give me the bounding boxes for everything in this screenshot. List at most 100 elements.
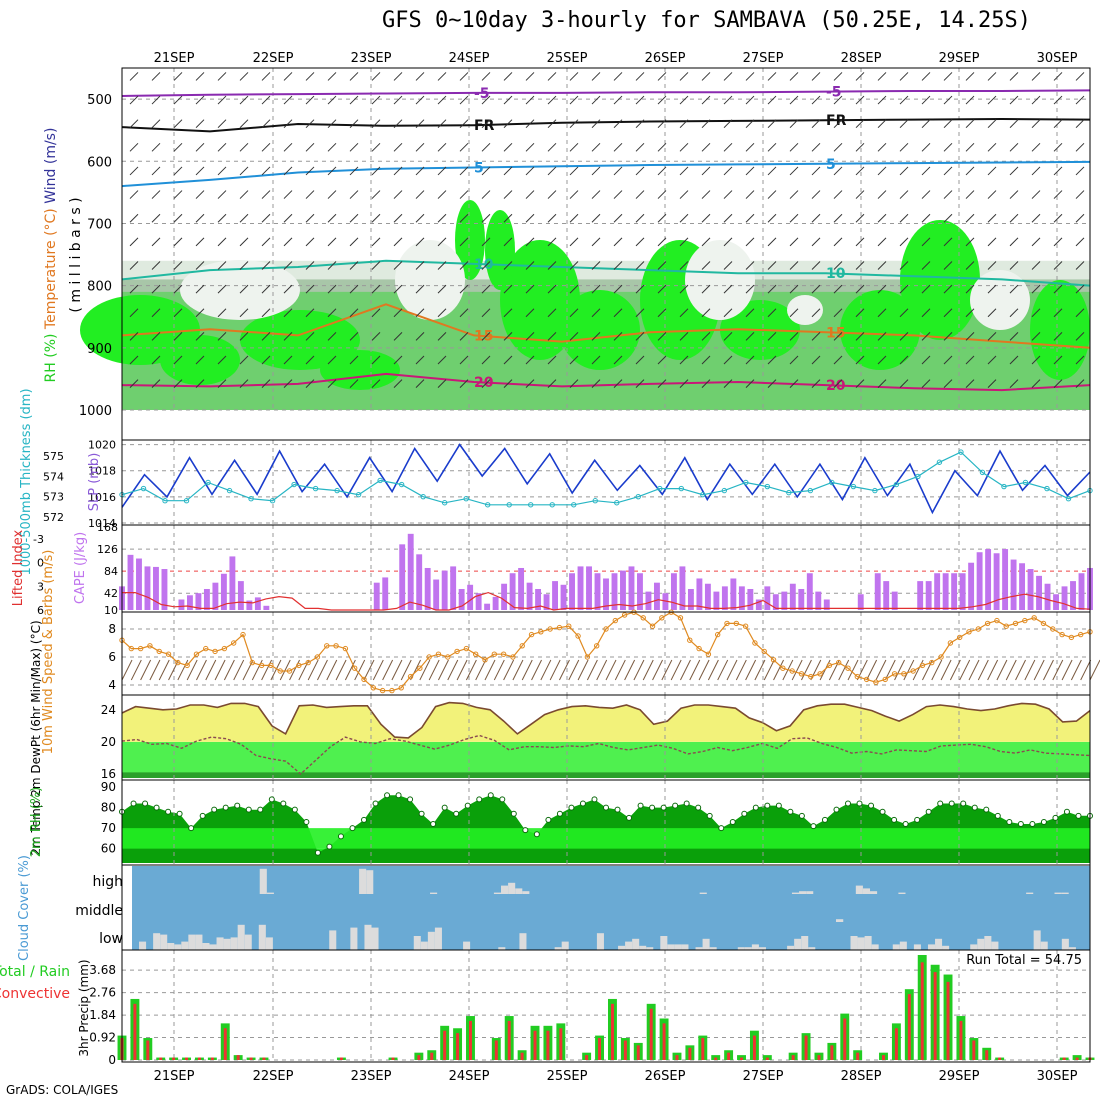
isotherm-label: 15	[474, 328, 493, 344]
surface-wind-barb	[707, 659, 719, 681]
upper-wind-barb	[151, 237, 161, 247]
upper-wind-barb	[745, 166, 755, 176]
upper-wind-barb	[591, 308, 601, 318]
upper-wind-barb	[701, 308, 711, 318]
cloud-bar	[160, 934, 168, 950]
precip-convective-bar	[714, 1057, 718, 1060]
precip-convective-bar	[236, 1055, 240, 1060]
upper-wind-barb	[525, 119, 535, 129]
upper-wind-barb	[129, 190, 139, 199]
surface-wind-barb	[940, 659, 952, 681]
upper-wind-barb	[525, 72, 535, 81]
upper-wind-barb	[833, 332, 843, 341]
upper-wind-barb	[151, 284, 161, 294]
upper-wind-barb	[151, 190, 161, 199]
cape-bar	[161, 569, 168, 610]
wind-speed-marker	[258, 662, 265, 669]
upper-wind-barb	[1075, 190, 1085, 199]
upper-wind-barb	[1075, 332, 1085, 341]
upper-wind-barb	[723, 284, 733, 294]
surface-wind-barb	[307, 659, 319, 681]
upper-wind-barb	[415, 355, 425, 365]
upper-wind-barb	[217, 261, 227, 270]
upper-wind-barb	[877, 332, 887, 341]
upper-wind-barb	[1009, 308, 1019, 318]
surface-wind-barb	[773, 659, 784, 681]
rh2m-marker	[1075, 812, 1082, 819]
cape-bar	[730, 578, 737, 610]
upper-wind-barb	[481, 142, 491, 152]
upper-wind-barb	[481, 237, 491, 247]
upper-wind-barb	[1053, 72, 1063, 81]
rh2m-ylabel: 2m RH (%)	[29, 787, 44, 858]
rh2m-marker	[361, 816, 367, 823]
rh-tick-label: 70	[101, 821, 116, 835]
cape-bar	[959, 573, 966, 610]
surface-wind-barb	[977, 659, 989, 681]
upper-wind-barb	[701, 261, 711, 270]
surface-wind-barb	[652, 659, 663, 681]
upper-wind-barb	[437, 72, 447, 81]
date-tick-top: 28SEP	[841, 51, 882, 66]
upper-wind-barb	[965, 190, 975, 199]
upper-wind-barb	[305, 379, 315, 388]
upper-wind-barb	[173, 213, 183, 223]
upper-wind-barb	[965, 237, 975, 247]
cloud-bar	[660, 936, 668, 950]
wind-speed-marker	[500, 651, 507, 657]
upper-wind-barb	[789, 213, 799, 223]
wind-speed-marker	[407, 673, 414, 680]
cape-bar	[407, 533, 414, 610]
upper-air-ylabel: RH (%) Temperature (°C) Wind (m/s)	[43, 128, 59, 383]
upper-wind-barb	[569, 237, 579, 247]
upper-wind-barb	[305, 95, 315, 105]
upper-wind-barb	[657, 72, 667, 81]
upper-wind-barb	[745, 284, 755, 294]
upper-wind-barb	[877, 284, 887, 294]
upper-wind-barb	[239, 355, 249, 365]
wind10m-panel-frame	[121, 611, 1091, 696]
cape-bar	[535, 588, 542, 610]
cape-bar	[501, 583, 508, 610]
precip-legend-total: Total / Rain	[0, 964, 70, 980]
cloud-category-label: middle	[75, 903, 123, 919]
cloud-bar	[202, 943, 210, 950]
upper-wind-barb	[1053, 308, 1063, 318]
surface-wind-barb	[884, 659, 896, 681]
thickness-marker	[334, 487, 340, 494]
wind-speed-marker	[286, 668, 293, 674]
upper-wind-barb	[327, 332, 337, 341]
upper-wind-barb	[437, 166, 447, 176]
upper-wind-barb	[745, 332, 755, 341]
isotherm-label: 10	[826, 266, 846, 282]
upper-wind-barb	[151, 119, 161, 129]
upper-wind-barb	[701, 142, 711, 152]
cloud-bar	[554, 947, 562, 950]
upper-wind-barb	[789, 166, 799, 176]
rh2m-marker	[603, 804, 609, 811]
upper-wind-barb	[305, 190, 315, 199]
precip-convective-bar	[894, 1028, 898, 1060]
precip-convective-bar	[804, 1035, 808, 1060]
cape-bar	[789, 583, 796, 610]
upper-wind-barb	[239, 284, 249, 294]
upper-wind-barb	[393, 166, 403, 176]
upper-wind-barb	[129, 166, 139, 176]
rh2m-plot: 90 80 70 60 2m RH (%)	[29, 780, 1093, 865]
upper-wind-barb	[943, 332, 953, 341]
upper-wind-barb	[217, 142, 227, 152]
surface-wind-barb	[810, 659, 822, 681]
cloud-bar	[413, 936, 421, 950]
cape-bar	[178, 599, 185, 610]
surface-wind-barb	[586, 659, 598, 681]
upper-wind-barb	[371, 308, 381, 318]
rh-blob	[840, 290, 920, 370]
precip-convective-bar	[817, 1055, 821, 1060]
wind-speed-marker	[770, 657, 777, 663]
upper-wind-barb	[415, 284, 425, 294]
upper-wind-barb	[525, 379, 535, 388]
wind-speed-marker	[621, 612, 628, 618]
surface-wind-barb	[735, 659, 747, 681]
cloud-plot: high middle low Cloud Cover (%)	[17, 855, 1090, 961]
wind-speed-marker	[510, 654, 516, 660]
